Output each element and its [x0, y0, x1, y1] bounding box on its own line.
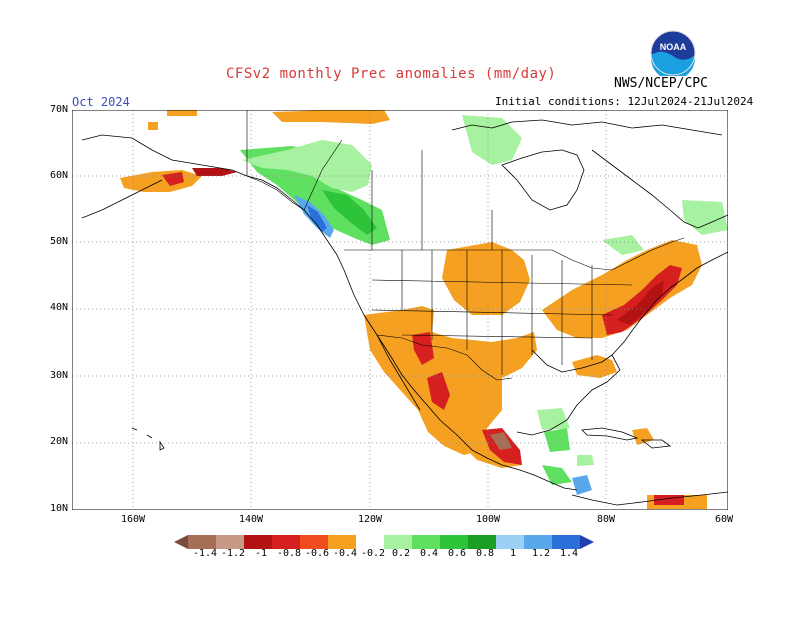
noaa-logo: NOAA — [650, 30, 696, 76]
coast-labrador — [591, 149, 728, 229]
lat-label-70n: 70N — [49, 104, 68, 115]
borders — [246, 110, 685, 381]
anomaly-dry-caribbean — [632, 428, 654, 445]
cb-tick-1.2: 1.2 — [531, 548, 551, 559]
lon-label-100w: 100W — [475, 514, 501, 525]
coast-hispaniola — [640, 439, 672, 449]
colorbar-box-0 — [174, 535, 188, 549]
coast-hudson — [501, 149, 585, 211]
cb-tick-0.8: 0.8 — [475, 548, 495, 559]
anomaly-very-dry-alaska — [162, 172, 184, 186]
colorbar-box-6 — [328, 535, 356, 549]
anomaly-dry-southwest — [364, 306, 537, 455]
coastlines — [81, 119, 728, 506]
initial-conditions: Initial conditions: 12Jul2024-21Jul2024 — [495, 95, 754, 108]
anomaly-wet-arctic — [462, 115, 522, 165]
anomaly-wet-caribbean — [577, 455, 594, 466]
cb-tick-0.6: 0.6 — [447, 548, 467, 559]
colorbar-box-12 — [496, 535, 524, 549]
cb-tick-0.4: 0.4 — [419, 548, 439, 559]
border-us-canada — [344, 237, 685, 271]
anomaly-extreme-dry-northeast — [617, 280, 664, 325]
anomaly-brown-mexico — [490, 432, 512, 450]
lon-label-160w: 160W — [120, 514, 146, 525]
chart-title: CFSv2 monthly Prec anomalies (mm/day) — [226, 66, 557, 82]
coast-cuba — [581, 427, 639, 441]
anomaly-very-dry-plains — [412, 332, 434, 365]
coast-gulf — [516, 349, 621, 436]
anomaly-very-dry-south-america — [654, 495, 684, 505]
lat-label-20n: 20N — [49, 436, 68, 447]
cb-tick-neg-0.2: -0.2 — [360, 548, 386, 559]
cb-tick-neg-1: -1 — [254, 548, 268, 559]
anomaly-map — [72, 110, 728, 510]
anomaly-wet-quebec — [602, 235, 644, 255]
agency-label: NWS/NCEP/CPC — [614, 76, 708, 91]
lon-label-60w: 60W — [714, 514, 734, 525]
colorbar-box-10 — [440, 535, 468, 549]
anomaly-dry-arctic-small — [167, 110, 197, 116]
lat-label-60n: 60N — [49, 170, 68, 181]
colorbar-box-11 — [468, 535, 496, 549]
lat-label-10n: 10N — [49, 503, 68, 514]
anomaly-very-wet-coast-core — [307, 205, 327, 232]
anomaly-dry-plains — [442, 242, 530, 315]
colorbar-boxes — [174, 535, 594, 549]
coast-alaska — [81, 134, 578, 491]
colorbar-box-4 — [272, 535, 300, 549]
cb-tick-neg-0.6: -0.6 — [304, 548, 330, 559]
anomaly-wet-central-am — [542, 465, 572, 485]
colorbar — [174, 535, 594, 549]
coast-alaska-peninsula — [81, 179, 163, 219]
colorbar-box-7 — [356, 535, 384, 549]
anomaly-wet-yucatan — [544, 428, 570, 452]
colorbar-box-2 — [216, 535, 244, 549]
border-alaska-canada — [246, 110, 305, 211]
anomaly-dry-arctic-small-2 — [148, 122, 158, 130]
coast-south-america — [571, 491, 728, 506]
forecast-month: Oct 2024 — [72, 95, 130, 109]
anomaly-very-dry-alaska-north — [192, 168, 237, 176]
anomaly-wet-gulf — [537, 408, 570, 430]
anomaly-dry-southeast — [572, 355, 617, 378]
coast-baja — [376, 334, 421, 411]
cb-tick-neg-1.2: -1.2 — [220, 548, 246, 559]
cb-tick-neg-1.4: -1.4 — [192, 548, 218, 559]
cb-tick-1.4: 1.4 — [559, 548, 579, 559]
anomaly-very-dry-mexico — [427, 372, 450, 410]
anomaly-wet-bc-core — [322, 190, 377, 235]
colorbar-box-8 — [384, 535, 412, 549]
colorbar-box-9 — [412, 535, 440, 549]
lon-label-140w: 140W — [238, 514, 264, 525]
border-canada-provinces — [303, 139, 493, 250]
lon-label-80w: 80W — [596, 514, 616, 525]
colorbar-box-13 — [524, 535, 552, 549]
cb-tick-neg-0.4: -0.4 — [332, 548, 358, 559]
lat-label-40n: 40N — [49, 302, 68, 313]
anomaly-light-wet-north — [242, 140, 372, 192]
border-states — [371, 250, 633, 375]
anomaly-dry-arctic — [272, 110, 390, 124]
colorbar-box-15 — [580, 535, 594, 549]
coast-arctic-islands — [451, 119, 723, 136]
colorbar-box-14 — [552, 535, 580, 549]
colorbar-box-5 — [300, 535, 328, 549]
anomaly-dry-northeast — [542, 240, 702, 338]
coast-hawaii — [131, 427, 165, 451]
lat-label-50n: 50N — [49, 236, 68, 247]
lon-label-120w: 120W — [357, 514, 383, 525]
cb-tick-0.2: 0.2 — [391, 548, 411, 559]
coast-east — [611, 251, 728, 356]
colorbar-box-3 — [244, 535, 272, 549]
colorbar-box-1 — [188, 535, 216, 549]
border-us-mexico — [376, 334, 513, 381]
cb-tick-neg-0.8: -0.8 — [276, 548, 302, 559]
lat-label-30n: 30N — [49, 370, 68, 381]
noaa-logo-text: NOAA — [660, 42, 687, 52]
cb-tick-1: 1 — [509, 548, 517, 559]
